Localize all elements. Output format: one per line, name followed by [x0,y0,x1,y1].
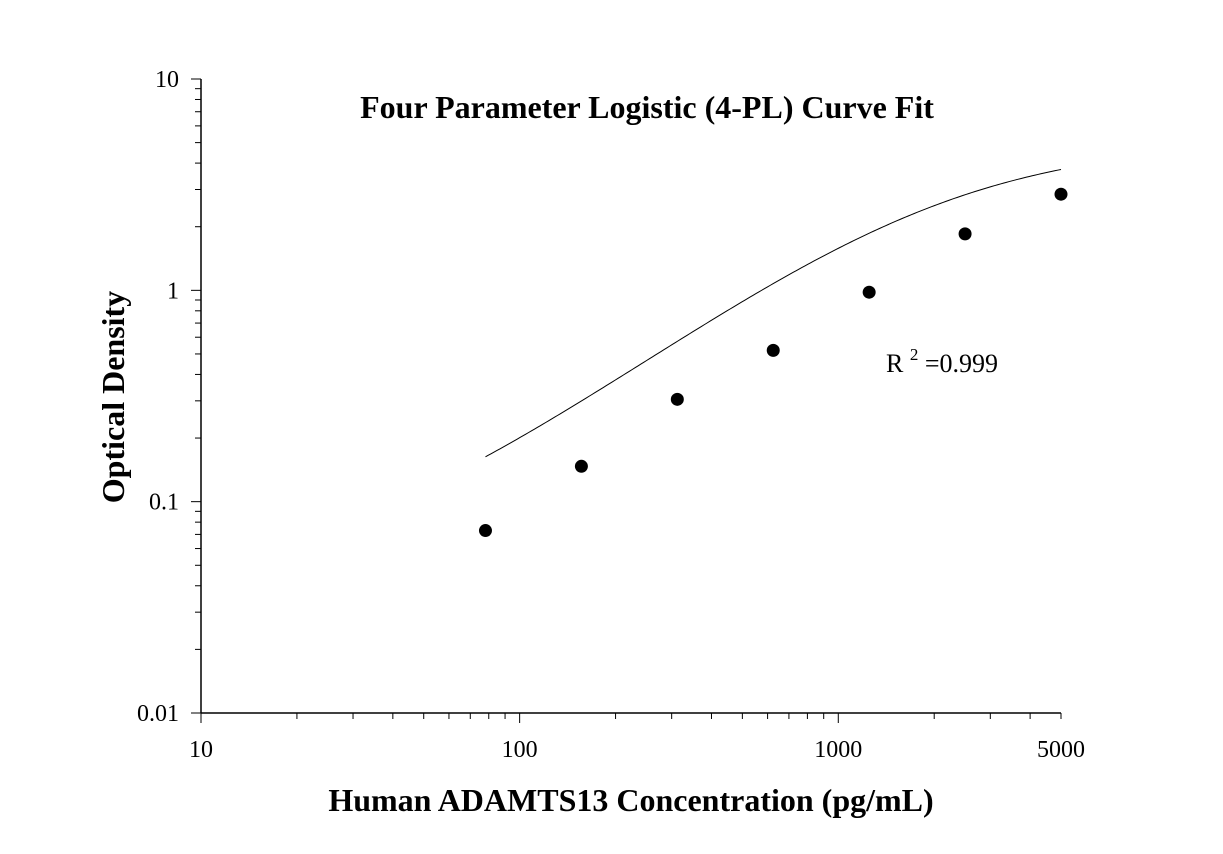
r-squared-superscript: 2 [910,345,919,364]
x-tick-label: 100 [502,737,538,763]
r-squared-annotation: R 2 =0.999 [886,337,998,378]
r-squared-base: R [886,349,904,378]
x-tick-label: 10 [189,737,213,763]
data-point [958,227,972,241]
data-points [478,187,1068,538]
fit-curve [485,168,1062,458]
chart-ticks [191,78,1062,723]
y-tick-label: 10 [155,67,179,93]
chart-tick-labels: 10 100 1000 5000 0.01 0.1 1 10 [137,67,1085,763]
r-squared-value: =0.999 [925,349,998,378]
x-tick-label: 1000 [814,737,862,763]
data-point [1054,187,1068,201]
data-point [670,392,684,406]
chart-title: Four Parameter Logistic (4-PL) Curve Fit [360,89,934,125]
x-axis-label: Human ADAMTS13 Concentration (pg/mL) [328,782,933,818]
y-tick-label: 0.1 [149,490,179,516]
chart-axes [200,79,1061,714]
y-tick-label: 0.01 [137,701,179,727]
data-point [766,343,780,357]
y-tick-label: 1 [167,278,179,304]
data-point [574,459,588,473]
x-tick-label: 5000 [1037,737,1085,763]
data-point [862,285,876,299]
data-point [478,524,492,538]
y-axis-label: Optical Density [95,291,131,503]
